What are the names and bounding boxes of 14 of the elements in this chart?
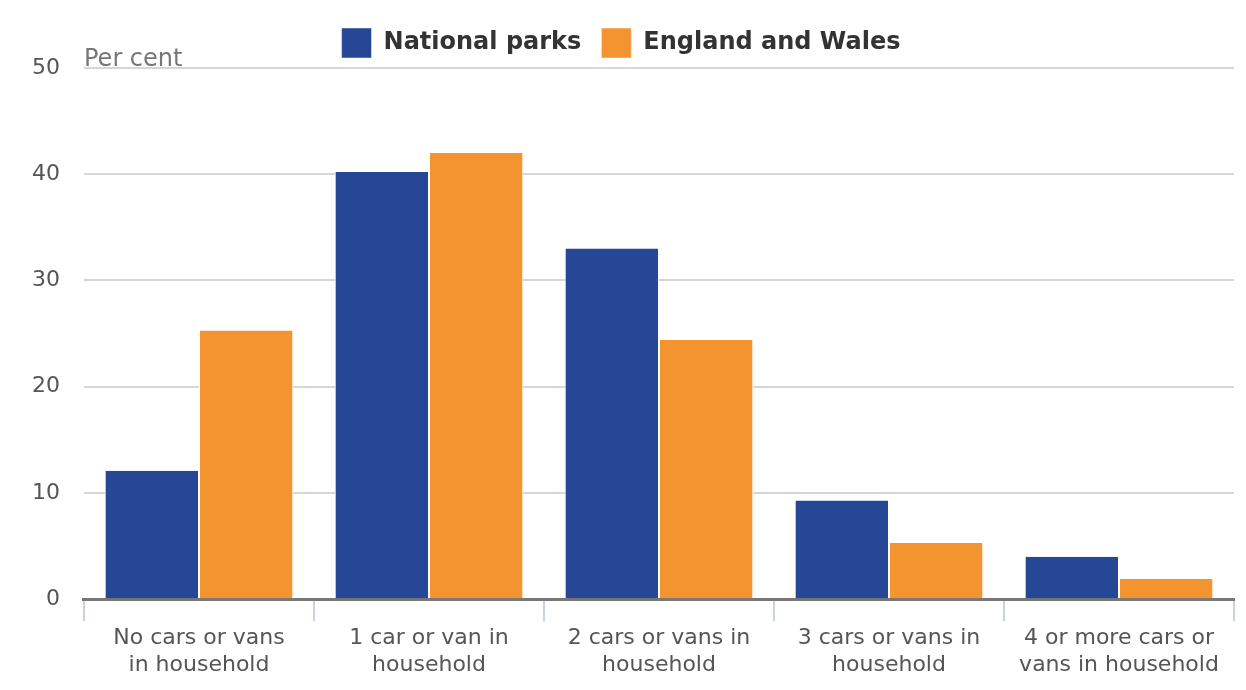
legend-label: National parks	[383, 27, 582, 56]
y-tick-label: 40	[31, 159, 60, 185]
x-tick-label: 2 cars or vans in household	[567, 624, 751, 676]
x-tick-label: No cars or vans in household	[113, 624, 285, 676]
y-tick-label: 10	[31, 478, 60, 504]
legend-label: England and Wales	[643, 27, 901, 56]
y-axis-title: Per cent	[83, 44, 183, 73]
x-tick-label: 3 cars or vans in household	[797, 624, 981, 676]
y-tick-label: 50	[31, 53, 60, 79]
y-tick-label: 20	[31, 372, 60, 398]
y-tick-label: 30	[31, 266, 60, 292]
x-tick-label: 1 car or van in household	[349, 624, 509, 676]
x-tick-label: 4 or more cars or vans in household	[1019, 624, 1219, 676]
y-tick-label: 0	[45, 584, 60, 610]
